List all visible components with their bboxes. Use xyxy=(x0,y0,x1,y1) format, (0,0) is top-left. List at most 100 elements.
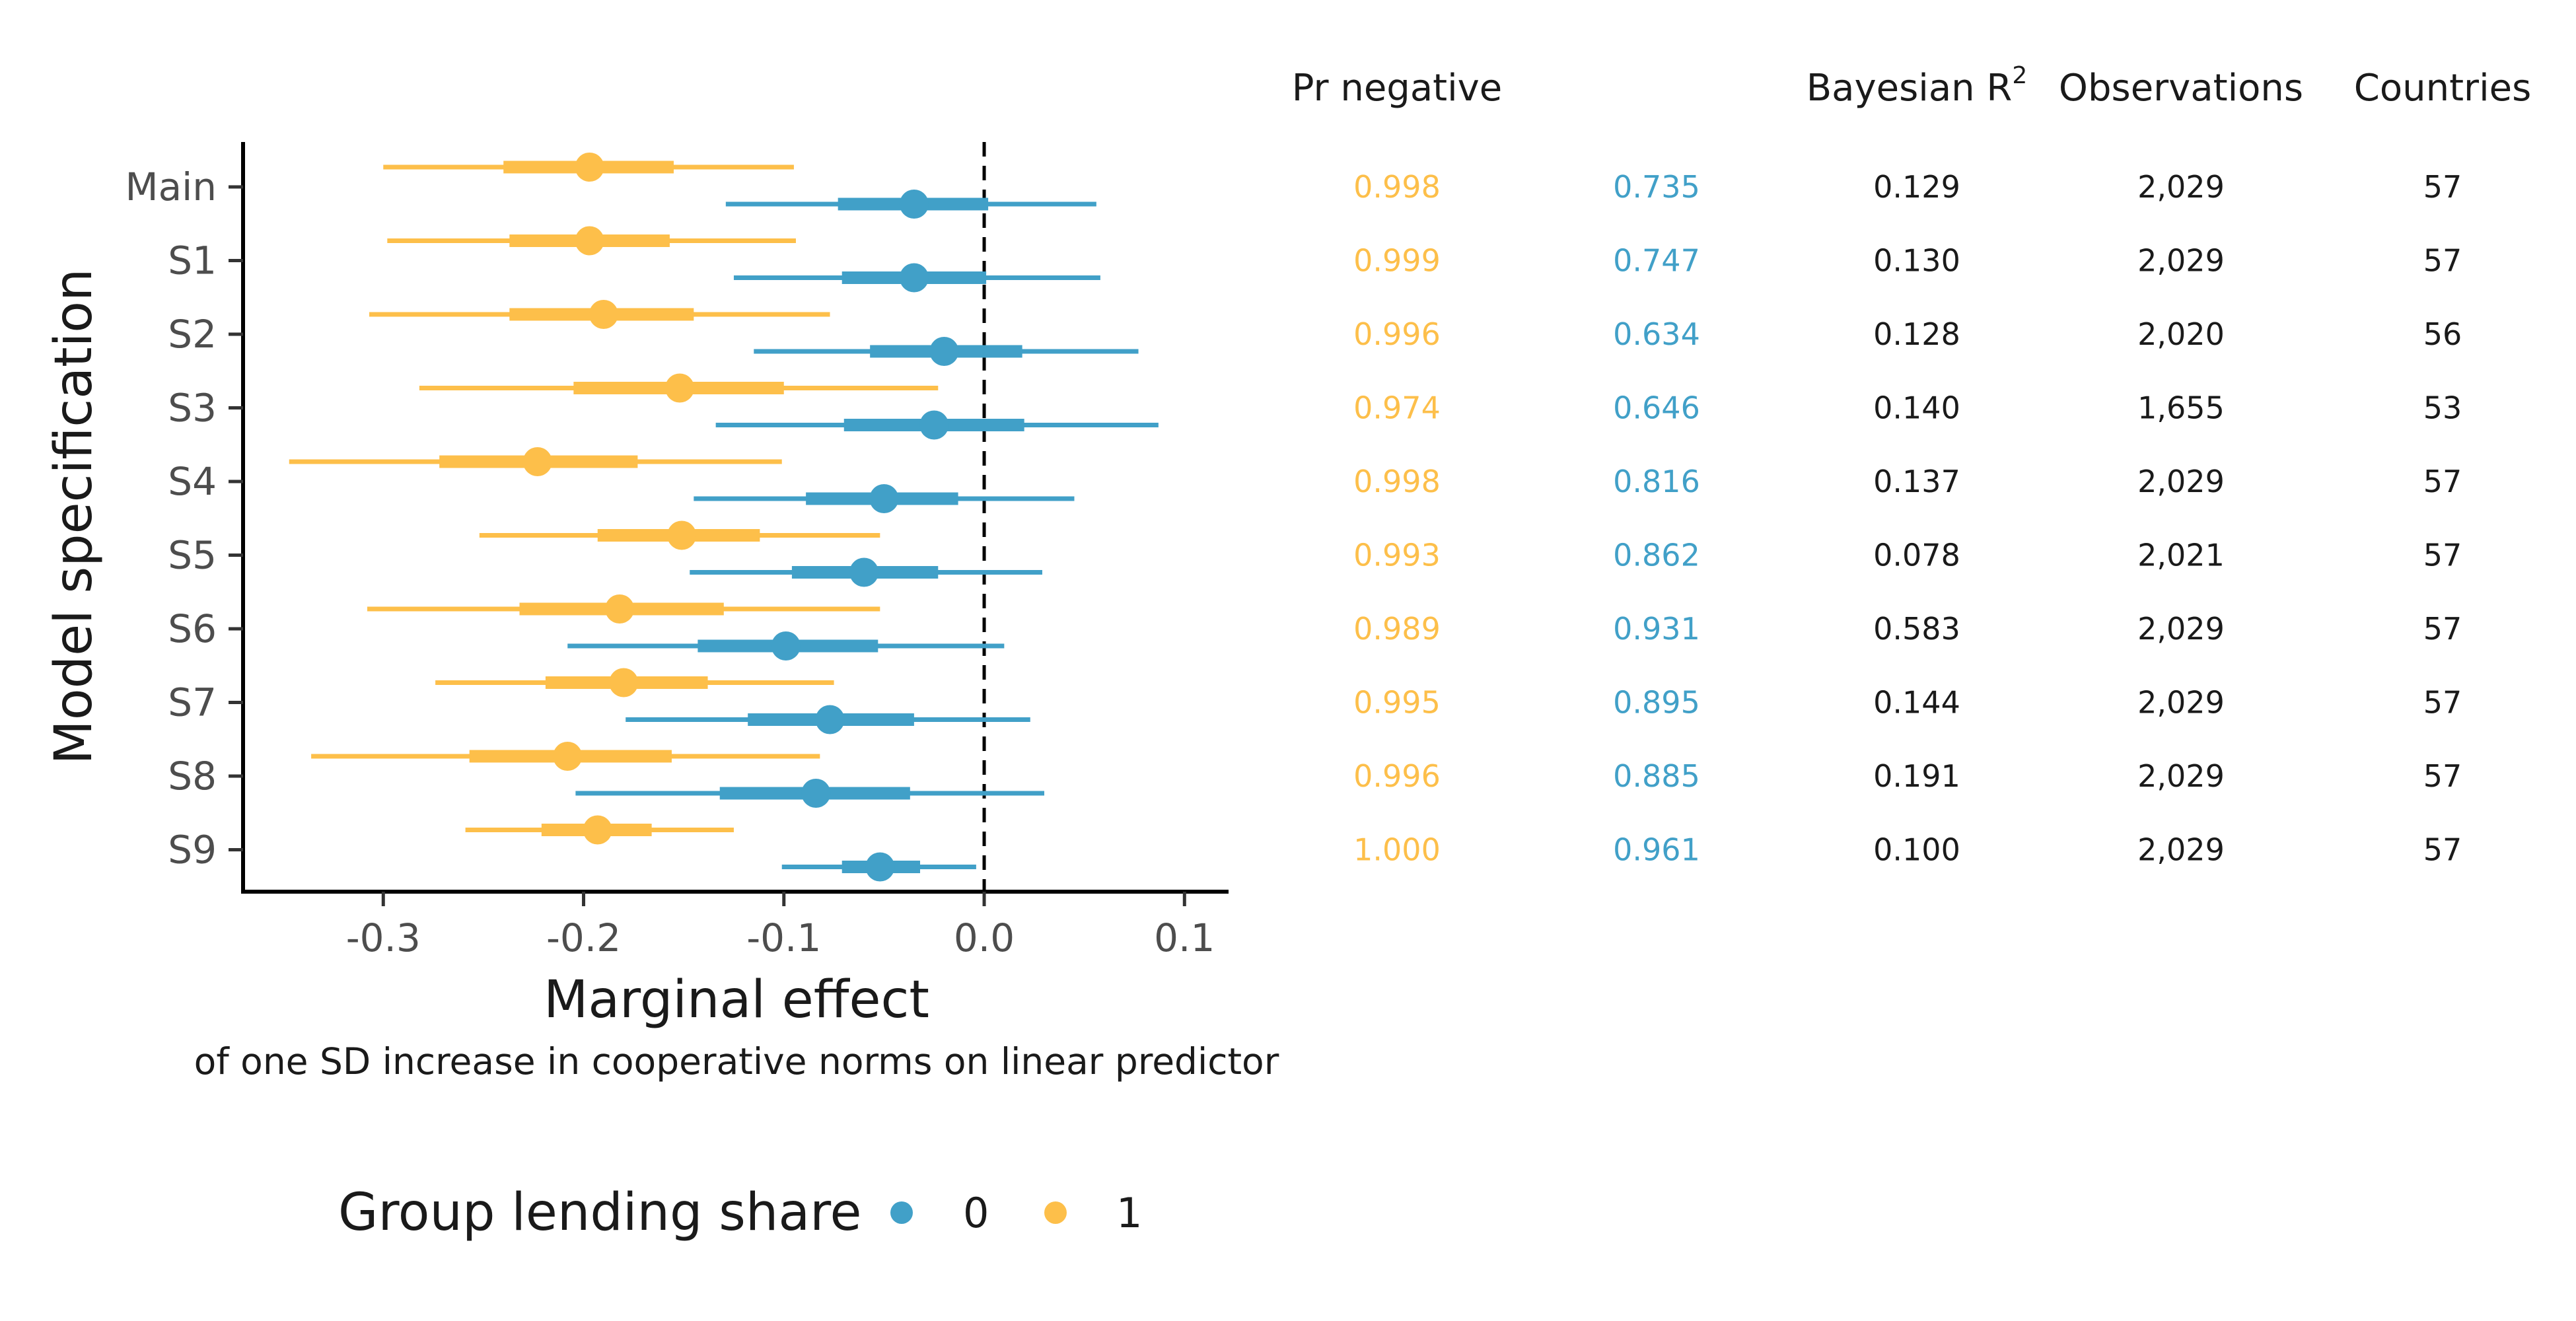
cell-observations: 2,029 xyxy=(2137,611,2225,647)
cell-pr-negative-0: 0.961 xyxy=(1613,832,1700,868)
y-axis-title: Model specification xyxy=(44,269,104,765)
legend-label-0: 0 xyxy=(963,1189,989,1237)
point-estimate-series-1 xyxy=(667,520,697,550)
y-tick-label: S7 xyxy=(168,680,217,725)
cell-countries: 57 xyxy=(2423,832,2462,868)
point-estimate-series-1 xyxy=(583,815,612,845)
legend-key-0 xyxy=(890,1201,913,1224)
cell-pr-negative-1: 0.993 xyxy=(1353,538,1441,573)
cell-countries: 56 xyxy=(2423,316,2462,352)
cell-bayesian-r2: 0.078 xyxy=(1873,538,1960,573)
y-tick-label: Main xyxy=(125,164,217,209)
x-tick-label: -0.3 xyxy=(346,915,421,960)
point-estimate-series-1 xyxy=(522,447,552,476)
cell-pr-negative-1: 0.995 xyxy=(1353,685,1441,721)
header-bayesian-r2-sup: 2 xyxy=(2012,62,2027,89)
cell-observations: 2,029 xyxy=(2137,243,2225,279)
y-tick-label: S2 xyxy=(168,312,217,357)
point-estimate-series-0 xyxy=(849,557,879,587)
cell-bayesian-r2: 0.130 xyxy=(1873,243,1960,279)
cell-pr-negative-1: 0.974 xyxy=(1353,390,1441,426)
cell-pr-negative-0: 0.895 xyxy=(1613,685,1700,721)
cell-pr-negative-1: 0.996 xyxy=(1353,758,1441,794)
header-observations: Observations xyxy=(2059,67,2303,110)
y-tick-label: S3 xyxy=(168,386,217,431)
cell-pr-negative-1: 0.998 xyxy=(1353,169,1441,205)
legend-key-1 xyxy=(1044,1201,1067,1224)
cell-observations: 1,655 xyxy=(2137,390,2225,426)
x-tick-label: 0.0 xyxy=(954,915,1015,960)
cell-bayesian-r2: 0.191 xyxy=(1873,758,1960,794)
point-estimate-series-1 xyxy=(553,742,583,771)
point-estimate-series-0 xyxy=(899,263,929,293)
x-ticks: -0.3 -0.2 -0.1 0.0 0.1 xyxy=(346,892,1215,960)
cell-bayesian-r2: 0.137 xyxy=(1873,464,1960,499)
cell-pr-negative-0: 0.634 xyxy=(1613,316,1700,352)
marks-layer xyxy=(289,153,1159,882)
y-tick-label: S4 xyxy=(168,459,217,504)
cell-bayesian-r2: 0.100 xyxy=(1873,832,1960,868)
y-tick-label: S9 xyxy=(168,828,217,873)
header-pr-negative: Pr negative xyxy=(1292,67,1503,110)
point-estimate-series-1 xyxy=(605,594,635,624)
cell-countries: 57 xyxy=(2423,611,2462,647)
cell-pr-negative-0: 0.735 xyxy=(1613,169,1700,205)
point-estimate-series-0 xyxy=(815,705,845,734)
cell-countries: 57 xyxy=(2423,685,2462,721)
cell-pr-negative-1: 1.000 xyxy=(1353,832,1441,868)
x-axis-subtitle: of one SD increase in cooperative norms … xyxy=(194,1040,1279,1083)
cell-countries: 57 xyxy=(2423,758,2462,794)
y-tick-label: S6 xyxy=(168,606,217,651)
cell-countries: 53 xyxy=(2423,390,2462,426)
cell-bayesian-r2: 0.583 xyxy=(1873,611,1960,647)
header-bayesian-r2-text: Bayesian R xyxy=(1807,67,2013,110)
cell-pr-negative-1: 0.999 xyxy=(1353,243,1441,279)
cell-observations: 2,029 xyxy=(2137,169,2225,205)
x-tick-label: -0.2 xyxy=(546,915,621,960)
cell-countries: 57 xyxy=(2423,243,2462,279)
x-tick-label: 0.1 xyxy=(1154,915,1215,960)
x-tick-label: -0.1 xyxy=(746,915,821,960)
table-body: 0.998 0.735 0.129 2,029 57 0.999 0.747 0.130 2,0… xyxy=(1353,169,2462,868)
cell-observations: 2,021 xyxy=(2137,538,2225,573)
point-estimate-series-1 xyxy=(609,668,639,697)
cell-countries: 57 xyxy=(2423,169,2462,205)
y-tick-label: S5 xyxy=(168,533,217,578)
header-bayesian-r2: Bayesian R2 xyxy=(1807,62,2028,110)
y-tick-label: S8 xyxy=(168,754,217,799)
y-tick-label: S1 xyxy=(168,238,217,283)
cell-observations: 2,029 xyxy=(2137,685,2225,721)
point-estimate-series-0 xyxy=(865,852,895,882)
point-estimate-series-1 xyxy=(575,153,604,182)
cell-pr-negative-0: 0.885 xyxy=(1613,758,1700,794)
cell-pr-negative-0: 0.862 xyxy=(1613,538,1700,573)
point-estimate-series-1 xyxy=(589,300,618,329)
point-estimate-series-0 xyxy=(801,779,831,808)
point-estimate-series-0 xyxy=(919,410,949,440)
cell-bayesian-r2: 0.129 xyxy=(1873,169,1960,205)
header-countries: Countries xyxy=(2354,67,2532,110)
cell-observations: 2,029 xyxy=(2137,832,2225,868)
cell-countries: 57 xyxy=(2423,464,2462,499)
cell-pr-negative-1: 0.989 xyxy=(1353,611,1441,647)
point-estimate-series-1 xyxy=(575,226,604,256)
cell-bayesian-r2: 0.144 xyxy=(1873,685,1960,721)
legend: Group lending share 0 1 xyxy=(338,1183,1142,1242)
cell-bayesian-r2: 0.128 xyxy=(1873,316,1960,352)
cell-pr-negative-0: 0.747 xyxy=(1613,243,1700,279)
cell-pr-negative-1: 0.998 xyxy=(1353,464,1441,499)
point-estimate-series-0 xyxy=(899,190,929,219)
point-estimate-series-1 xyxy=(665,373,695,403)
point-estimate-series-0 xyxy=(869,484,899,513)
cell-pr-negative-0: 0.816 xyxy=(1613,464,1700,499)
cell-bayesian-r2: 0.140 xyxy=(1873,390,1960,426)
x-axis-title: Marginal effect xyxy=(544,970,929,1030)
cell-observations: 2,020 xyxy=(2137,316,2225,352)
cell-observations: 2,029 xyxy=(2137,758,2225,794)
legend-title: Group lending share xyxy=(338,1183,862,1242)
cell-countries: 57 xyxy=(2423,538,2462,573)
cell-observations: 2,029 xyxy=(2137,464,2225,499)
cell-pr-negative-0: 0.931 xyxy=(1613,611,1700,647)
point-estimate-series-0 xyxy=(771,631,801,660)
